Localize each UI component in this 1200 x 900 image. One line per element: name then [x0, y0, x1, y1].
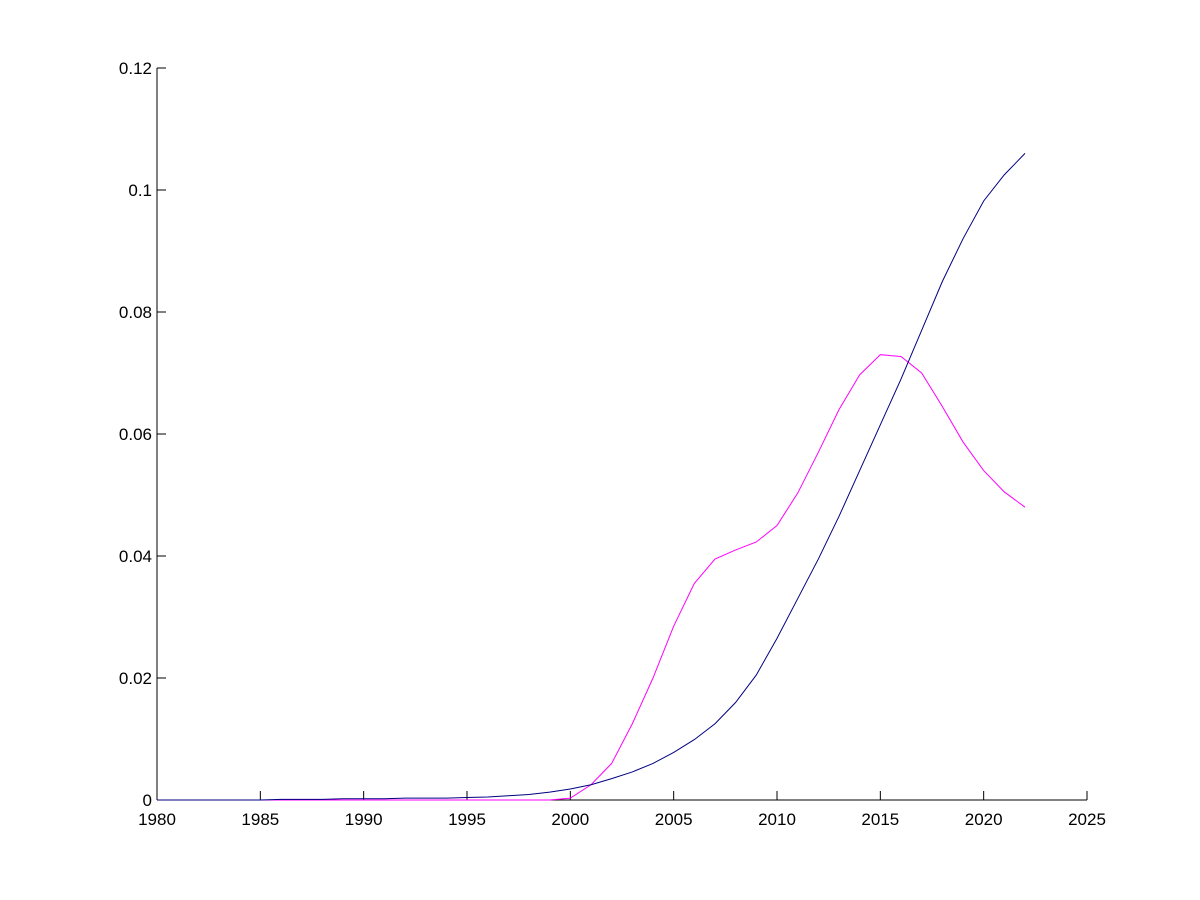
x-tick-label: 2005: [655, 810, 693, 829]
y-tick-label: 0: [143, 791, 152, 810]
y-tick-label: 0.06: [119, 425, 152, 444]
x-tick-label: 1980: [138, 810, 176, 829]
x-tick-label: 2025: [1068, 810, 1106, 829]
y-tick-label: 0.1: [128, 181, 152, 200]
line-series: [157, 153, 1026, 801]
y-tick-label: 0.08: [119, 303, 152, 322]
x-tick-label: 2015: [861, 810, 899, 829]
y-tick-label: 0.12: [119, 59, 152, 78]
x-tick-label: 2020: [965, 810, 1003, 829]
x-tick-label: 1995: [448, 810, 486, 829]
x-tick-label: 1985: [241, 810, 279, 829]
y-tick-label: 0.02: [119, 669, 152, 688]
x-tick-label: 2010: [758, 810, 796, 829]
line-series: [157, 354, 1026, 801]
x-tick-label: 2000: [551, 810, 589, 829]
y-tick-label: 0.04: [119, 547, 152, 566]
x-tick-label: 1990: [345, 810, 383, 829]
